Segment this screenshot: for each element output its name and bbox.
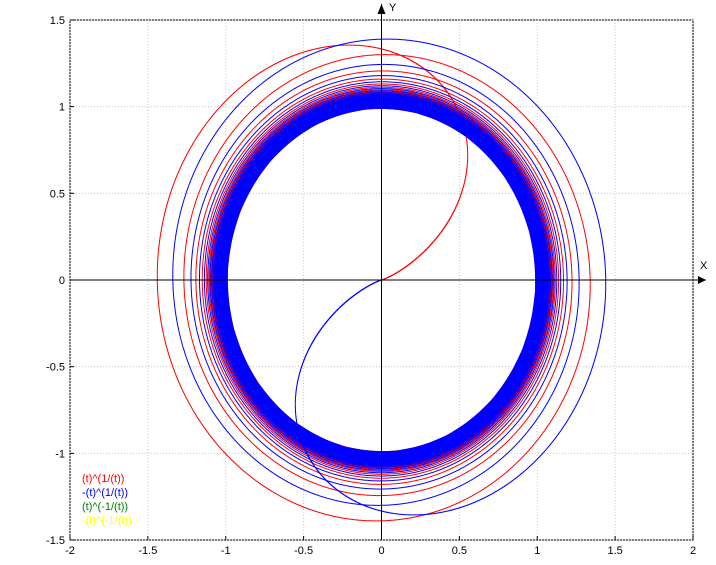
tick-labels: -2 -1.5 -1 -0.5 0 0.5 1 1.5 2-1.5-1-0.500.511.5: [46, 15, 696, 557]
x-tick-label: -1.5: [138, 545, 157, 557]
y-tick-label: 0: [59, 275, 65, 287]
x-tick-label: 2: [690, 545, 696, 557]
y-tick-label: -1: [55, 448, 65, 460]
y-tick-label: 0.5: [50, 188, 65, 200]
x-tick-label: -2: [65, 545, 75, 557]
legend-entry: -(t)^(-1/(t)): [82, 515, 132, 527]
y-tick-label: 1.5: [50, 15, 65, 27]
legend: (t)^(1/(t)) -(t)^(1/(t)) (t)^(-1/(t)) -(t)^…: [82, 473, 132, 527]
y-tick-label: 1: [59, 102, 65, 114]
x-tick-label: -1: [221, 545, 231, 557]
x-tick-label: 1.5: [607, 545, 622, 557]
y-tick-label: -1.5: [46, 535, 65, 547]
x-tick-label: 1: [534, 545, 540, 557]
x-axis-label: X: [700, 260, 708, 272]
series-line-2: [172, 38, 607, 516]
legend-entry: -(t)^(1/(t)): [82, 487, 128, 499]
x-tick-label: 0.5: [452, 545, 467, 557]
x-tick-label: 0: [378, 545, 384, 557]
y-axis-arrow: [377, 4, 386, 14]
y-tick-label: -0.5: [46, 362, 65, 374]
series-curves: [156, 38, 607, 522]
x-tick-label: -0.5: [294, 545, 313, 557]
legend-entry: (t)^(1/(t)): [82, 473, 124, 485]
x-axis-arrow: [698, 276, 706, 284]
y-axis-label: Y: [389, 2, 397, 14]
axes: [70, 4, 706, 540]
legend-entry: (t)^(-1/(t)): [82, 501, 128, 513]
